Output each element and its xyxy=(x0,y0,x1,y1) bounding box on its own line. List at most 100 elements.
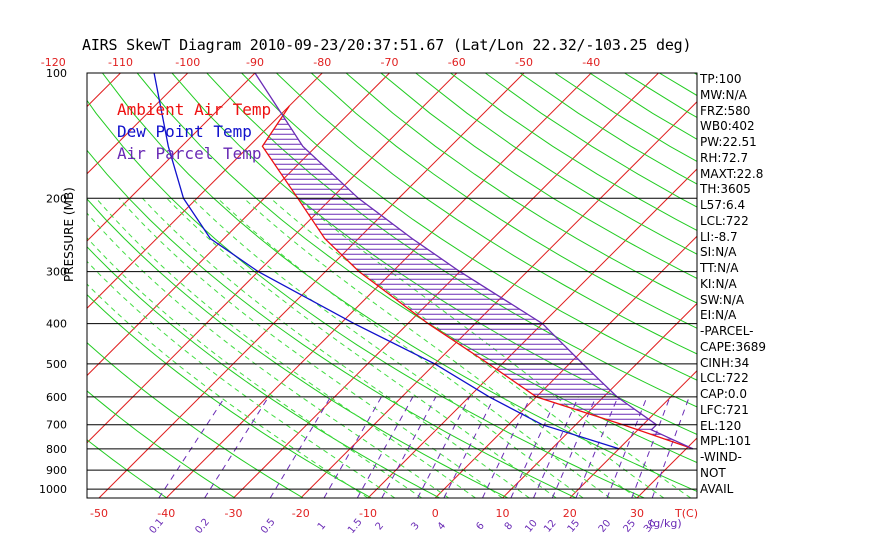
isotherm-line xyxy=(87,73,121,108)
stat-item: TT:N/A xyxy=(700,261,739,275)
stat-item: LI:-8.7 xyxy=(700,229,738,244)
mixing-ratio-line xyxy=(323,396,382,498)
mixing-ratio-tick-label: 1 xyxy=(316,520,329,532)
mixing-ratio-tick-label: 10 xyxy=(523,518,540,535)
isotherm-line xyxy=(87,73,458,444)
bottom-temp-tick-label: -40 xyxy=(157,507,175,520)
top-temp-tick-label: -70 xyxy=(381,56,399,69)
bottom-temp-tick-label: 30 xyxy=(630,507,644,520)
stat-item: LCL:722 xyxy=(700,213,749,228)
bottom-temp-unit: T(C) xyxy=(674,507,698,520)
stat-item: -PARCEL- xyxy=(700,324,754,338)
isotherm-line xyxy=(434,235,697,498)
pressure-tick-label: 600 xyxy=(46,391,67,404)
stat-item: KI:N/A xyxy=(700,276,737,291)
stat-item: AVAIL xyxy=(700,481,734,496)
mixing-ratio-tick-label: 12 xyxy=(542,518,559,535)
bottom-temp-tick-label: 10 xyxy=(496,507,510,520)
stat-item: EI:N/A xyxy=(700,308,737,323)
mixing-ratio-line xyxy=(417,396,470,498)
bottom-temp-tick-label: 20 xyxy=(563,507,577,520)
isotherm-line xyxy=(165,73,592,498)
mixing-ratio-unit: (g/kg) xyxy=(649,517,682,530)
bottom-temp-tick-label: -20 xyxy=(292,507,310,520)
mixing-ratio-line xyxy=(158,396,226,498)
stat-item: -WIND- xyxy=(700,450,742,464)
mixing-ratio-line xyxy=(631,396,671,498)
stat-item: CAP:0.0 xyxy=(700,387,747,401)
mixing-ratio-line xyxy=(269,396,332,498)
dry-adiabat-line xyxy=(87,198,509,498)
stat-item: PW:22.51 xyxy=(700,135,757,149)
dry-adiabat-line xyxy=(380,73,697,279)
isotherm-line xyxy=(0,73,53,498)
moist-adiabat-line xyxy=(87,260,396,498)
dry-adiabat-line xyxy=(310,73,697,329)
bottom-temp-tick-label: -10 xyxy=(359,507,377,520)
y-axis-label: PRESSURE (MB) xyxy=(62,187,76,282)
top-temp-tick-label: -80 xyxy=(313,56,331,69)
dry-adiabat-line xyxy=(87,99,645,498)
top-temp-tick-label: -50 xyxy=(515,56,533,69)
moist-adiabat-line xyxy=(87,237,423,498)
moist-adiabat-line xyxy=(166,197,557,498)
mixing-ratio-line xyxy=(651,396,690,498)
mixing-ratio-tick-label: 0.2 xyxy=(193,517,212,536)
legend-entry: Air Parcel Temp xyxy=(117,144,262,163)
mixing-ratio-tick-label: 2 xyxy=(374,520,387,532)
mixing-ratio-line xyxy=(356,396,414,498)
pressure-tick-label: 300 xyxy=(46,266,67,279)
top-temp-tick-label: -90 xyxy=(246,56,264,69)
moist-adiabat-line xyxy=(243,197,638,498)
moist-adiabat-line xyxy=(217,197,611,498)
pressure-tick-label: 1000 xyxy=(39,483,67,496)
isotherm-line xyxy=(98,73,525,498)
pressure-tick-label: 200 xyxy=(46,192,67,205)
dry-adiabat-line xyxy=(659,73,697,97)
top-temp-tick-label: -40 xyxy=(582,56,600,69)
isotherm-line xyxy=(839,73,870,498)
dry-adiabat-line xyxy=(87,342,304,498)
legend-entry: Dew Point Temp xyxy=(117,122,252,141)
moist-adiabat-line xyxy=(95,197,476,498)
isotherm-line xyxy=(772,73,870,498)
dry-adiabat-line xyxy=(764,73,870,498)
mixing-ratio-line xyxy=(510,396,558,498)
bottom-temp-tick-label: 0 xyxy=(432,507,439,520)
mixing-ratio-tick-label: 0.5 xyxy=(259,517,278,536)
stat-item: L57:6.4 xyxy=(700,198,746,212)
stat-item: MPL:101 xyxy=(700,434,752,449)
mixing-ratio-tick-label: 25 xyxy=(621,518,638,535)
stat-item: TH:3605 xyxy=(700,182,751,197)
dry-adiabat-line xyxy=(485,73,697,208)
stat-item: EL:120 xyxy=(700,418,742,433)
stat-item: FRZ:580 xyxy=(700,103,751,118)
isotherm-line xyxy=(569,370,697,498)
moist-adiabat-line xyxy=(87,283,369,498)
moist-adiabat-line xyxy=(142,197,530,498)
dry-adiabat-line xyxy=(799,73,870,498)
mixing-ratio-tick-label: 15 xyxy=(566,518,583,535)
pressure-tick-label: 400 xyxy=(46,318,67,331)
isotherm-line xyxy=(87,73,256,242)
mixing-ratio-tick-label: 3 xyxy=(409,520,422,532)
moist-adiabat-line xyxy=(87,212,449,498)
stat-item: CAPE:3689 xyxy=(700,339,766,354)
isotherm-line xyxy=(87,73,189,175)
mixing-ratio-line xyxy=(204,396,269,498)
stat-item: MW:N/A xyxy=(700,87,747,102)
mixing-ratio-tick-label: 6 xyxy=(474,520,487,532)
mixing-ratio-line xyxy=(381,396,437,498)
stat-item: LFC:721 xyxy=(700,402,749,417)
stat-item: RH:72.7 xyxy=(700,150,749,165)
bottom-temp-tick-label: -50 xyxy=(90,507,108,520)
stat-item: CINH:34 xyxy=(700,355,750,370)
stat-item: TP:100 xyxy=(700,72,742,86)
stat-item: LCL:722 xyxy=(700,371,749,386)
isotherm-line xyxy=(87,73,323,309)
pressure-tick-label: 500 xyxy=(46,358,67,371)
dry-adiabat-line xyxy=(87,293,372,498)
plot-area xyxy=(0,73,870,498)
moist-adiabat-line xyxy=(191,197,584,498)
